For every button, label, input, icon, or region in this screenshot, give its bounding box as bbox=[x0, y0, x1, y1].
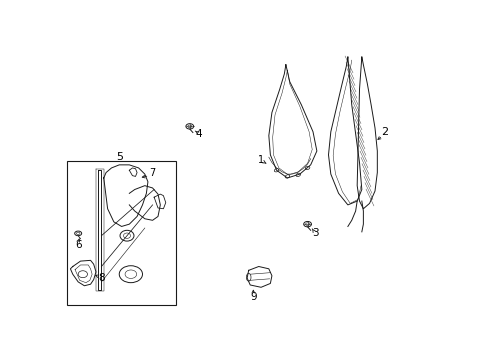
Text: 6: 6 bbox=[75, 240, 81, 250]
Text: 4: 4 bbox=[195, 129, 202, 139]
Bar bbox=[67, 161, 176, 305]
Text: 2: 2 bbox=[381, 127, 388, 137]
Text: 3: 3 bbox=[311, 228, 318, 238]
Text: 1: 1 bbox=[258, 155, 264, 165]
Text: 9: 9 bbox=[249, 292, 256, 302]
Text: 7: 7 bbox=[149, 167, 155, 177]
Text: 5: 5 bbox=[116, 152, 122, 162]
Text: 8: 8 bbox=[98, 273, 104, 283]
